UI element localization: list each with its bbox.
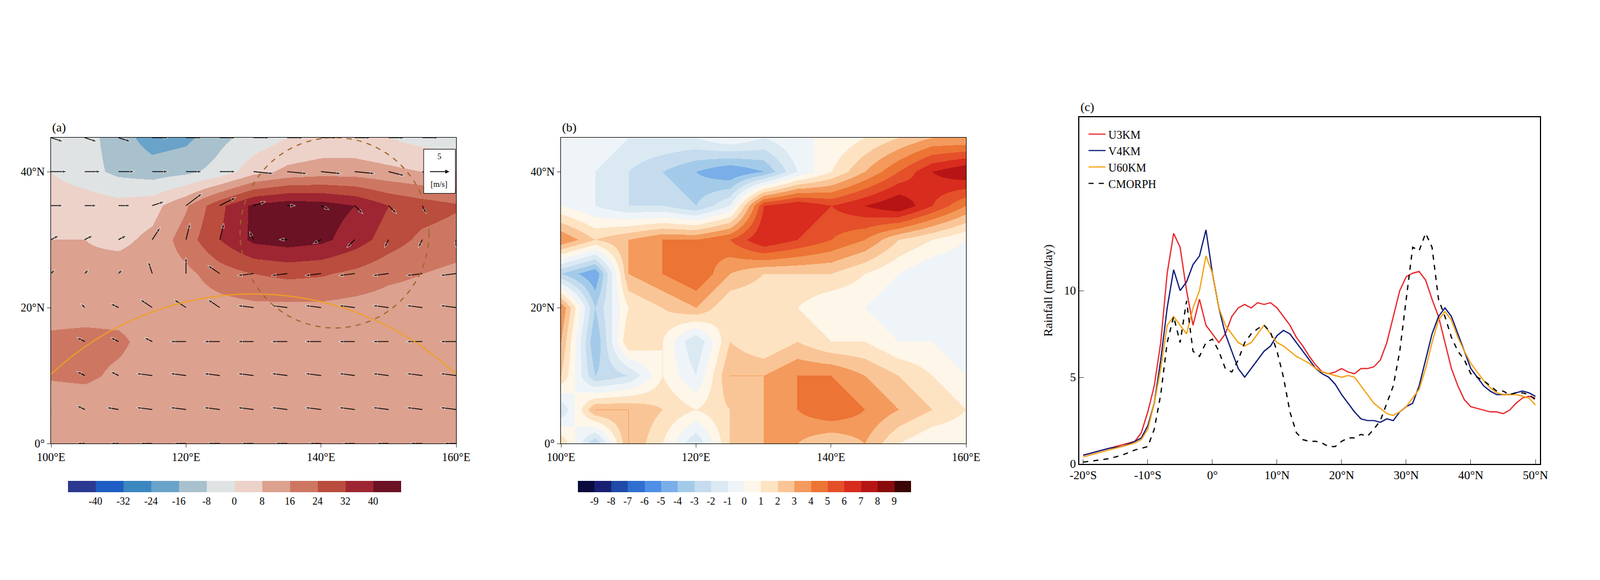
- svg-text:9: 9: [891, 495, 897, 508]
- svg-text:16: 16: [284, 495, 296, 508]
- svg-text:160°E: 160°E: [441, 450, 471, 464]
- svg-text:0°: 0°: [34, 437, 45, 450]
- svg-text:-5: -5: [656, 495, 666, 508]
- svg-text:-16: -16: [172, 495, 186, 508]
- svg-text:40°N: 40°N: [530, 165, 555, 178]
- svg-text:140°E: 140°E: [307, 450, 336, 464]
- svg-text:-32: -32: [116, 495, 131, 508]
- svg-text:-40: -40: [88, 495, 103, 508]
- svg-text:U60KM: U60KM: [1108, 161, 1147, 174]
- svg-text:(a): (a): [52, 120, 66, 135]
- svg-text:4: 4: [808, 495, 814, 508]
- svg-text:0: 0: [231, 495, 237, 508]
- svg-text:120°E: 120°E: [681, 450, 710, 464]
- svg-text:U3KM: U3KM: [1108, 128, 1141, 142]
- svg-text:32: 32: [340, 495, 351, 508]
- svg-text:0°: 0°: [1206, 468, 1218, 483]
- svg-text:40°N: 40°N: [1458, 468, 1484, 483]
- svg-text:-24: -24: [144, 495, 159, 508]
- svg-text:5: 5: [824, 495, 831, 508]
- svg-text:0: 0: [1070, 457, 1077, 471]
- svg-text:100°E: 100°E: [546, 450, 576, 464]
- svg-text:100°E: 100°E: [36, 450, 66, 464]
- svg-text:-6: -6: [640, 495, 649, 508]
- svg-text:5: 5: [1070, 370, 1077, 385]
- svg-text:V4KM: V4KM: [1108, 145, 1141, 158]
- svg-text:160°E: 160°E: [951, 450, 981, 464]
- svg-text:24: 24: [312, 495, 323, 508]
- svg-text:40: 40: [368, 495, 379, 508]
- svg-text:-2: -2: [706, 495, 716, 508]
- svg-text:10: 10: [1064, 283, 1076, 298]
- svg-text:7: 7: [858, 495, 864, 508]
- svg-text:50°N: 50°N: [1522, 468, 1549, 483]
- svg-text:-9: -9: [590, 495, 599, 508]
- svg-text:2: 2: [775, 495, 781, 508]
- svg-text:-7: -7: [623, 495, 632, 508]
- svg-text:20°N: 20°N: [20, 301, 45, 314]
- svg-text:-8: -8: [606, 495, 616, 508]
- svg-text:140°E: 140°E: [816, 450, 846, 464]
- svg-text:20°N: 20°N: [530, 301, 555, 314]
- svg-text:8: 8: [259, 495, 265, 508]
- svg-text:(c): (c): [1080, 99, 1095, 114]
- svg-text:1: 1: [758, 495, 764, 508]
- svg-text:10°N: 10°N: [1264, 468, 1291, 483]
- svg-text:-3: -3: [690, 495, 699, 508]
- svg-text:20°N: 20°N: [1329, 468, 1355, 483]
- svg-text:8: 8: [874, 495, 880, 508]
- svg-text:-10°S: -10°S: [1134, 468, 1162, 483]
- svg-text:-1: -1: [723, 495, 733, 508]
- svg-text:6: 6: [841, 495, 848, 508]
- svg-text:120°E: 120°E: [171, 450, 200, 464]
- svg-text:0: 0: [741, 495, 747, 508]
- svg-text:0°: 0°: [544, 437, 555, 450]
- svg-text:CMORPH: CMORPH: [1108, 177, 1156, 191]
- svg-text:-20°S: -20°S: [1069, 468, 1097, 483]
- svg-text:40°N: 40°N: [20, 165, 45, 178]
- svg-text:30°N: 30°N: [1393, 468, 1420, 483]
- svg-text:-8: -8: [202, 495, 211, 508]
- svg-text:5: 5: [437, 152, 442, 161]
- svg-text:[m/s]: [m/s]: [430, 180, 448, 189]
- svg-text:(b): (b): [562, 120, 577, 135]
- svg-text:-4: -4: [673, 495, 683, 508]
- svg-text:3: 3: [791, 495, 797, 508]
- svg-text:Rainfall (mm/day): Rainfall (mm/day): [1040, 244, 1055, 337]
